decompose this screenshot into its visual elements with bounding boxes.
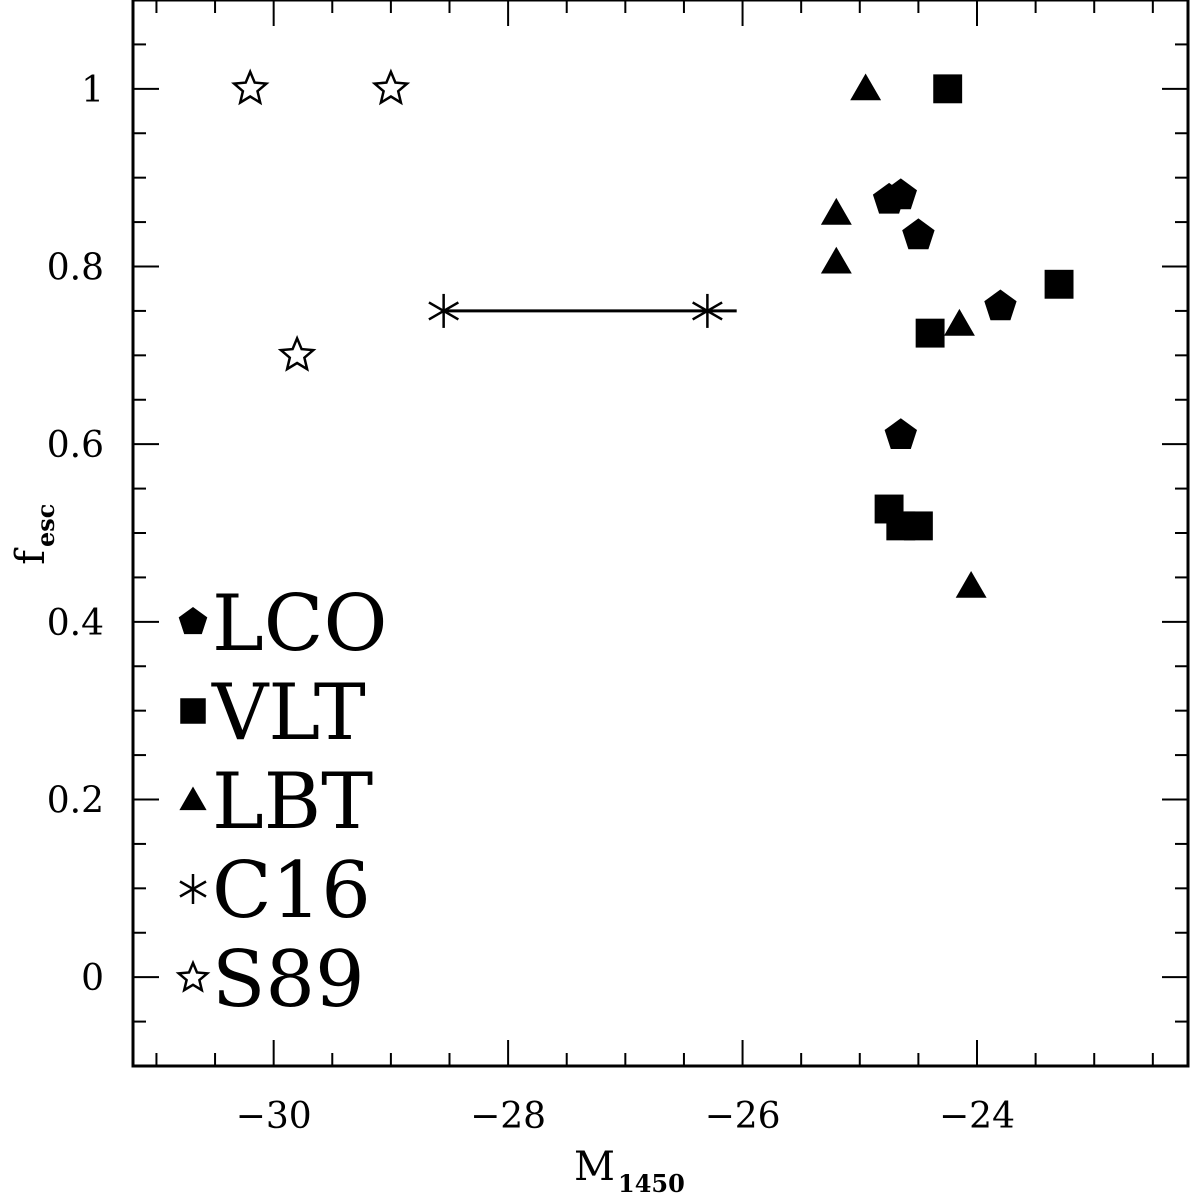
lco-point bbox=[984, 289, 1017, 321]
x-tick-label: −30 bbox=[236, 1096, 312, 1137]
lco-point bbox=[884, 418, 917, 449]
legend-vlt-label: VLT bbox=[211, 668, 366, 758]
y-axis-label-group: f esc bbox=[8, 504, 60, 565]
plot-frame bbox=[131, 0, 1190, 1068]
y-tick-label: 0.8 bbox=[47, 248, 104, 289]
s89-point bbox=[277, 335, 317, 372]
vlt-point bbox=[1044, 269, 1074, 299]
x-tick-label: −28 bbox=[470, 1096, 546, 1137]
x-axis-label-subscript: 1450 bbox=[618, 1169, 685, 1196]
x-tick-label: −24 bbox=[939, 1096, 1015, 1137]
vlt-point bbox=[933, 74, 963, 104]
y-tick-label: 0.6 bbox=[47, 425, 104, 466]
lbt-point bbox=[820, 246, 852, 274]
lco-point bbox=[902, 218, 935, 250]
legend-c16-icon bbox=[179, 874, 207, 904]
legend-lbt-icon bbox=[179, 786, 207, 811]
vlt-point bbox=[903, 511, 933, 541]
ticks bbox=[133, 0, 1188, 1067]
x-axis-label: M bbox=[574, 1144, 615, 1190]
x-tick-label: −26 bbox=[705, 1096, 781, 1137]
legend-lbt-label: LBT bbox=[212, 757, 373, 847]
lbt-point bbox=[944, 308, 975, 336]
tick-labels: −30 −28 −26 −24 0 0.2 0.4 0.6 0.8 1 bbox=[47, 70, 1015, 1137]
lbt-point bbox=[955, 571, 987, 598]
legend-s89-icon bbox=[175, 959, 211, 993]
y-tick-label: 0.4 bbox=[47, 603, 104, 644]
legend-s89-label: S89 bbox=[212, 935, 365, 1025]
lbt-point bbox=[820, 197, 852, 225]
legend-lco-label: LCO bbox=[212, 579, 387, 669]
y-tick-label: 0.2 bbox=[47, 781, 104, 822]
y-axis-label-subscript: esc bbox=[31, 504, 60, 547]
legend-vlt-icon bbox=[180, 698, 206, 724]
c16-point bbox=[428, 293, 459, 328]
c16-point bbox=[692, 293, 723, 328]
s89-point bbox=[371, 68, 411, 106]
lco-point bbox=[884, 178, 917, 210]
y-axis-label: f bbox=[8, 547, 54, 565]
y-tick-label: 1 bbox=[81, 70, 104, 111]
lbt-point bbox=[850, 73, 882, 101]
y-tick-label: 0 bbox=[81, 958, 104, 999]
legend-c16-label: C16 bbox=[212, 846, 371, 936]
vlt-point bbox=[915, 318, 945, 348]
s89-point bbox=[231, 68, 270, 106]
legend-lco-icon bbox=[178, 607, 208, 635]
data-marks bbox=[231, 68, 1074, 598]
